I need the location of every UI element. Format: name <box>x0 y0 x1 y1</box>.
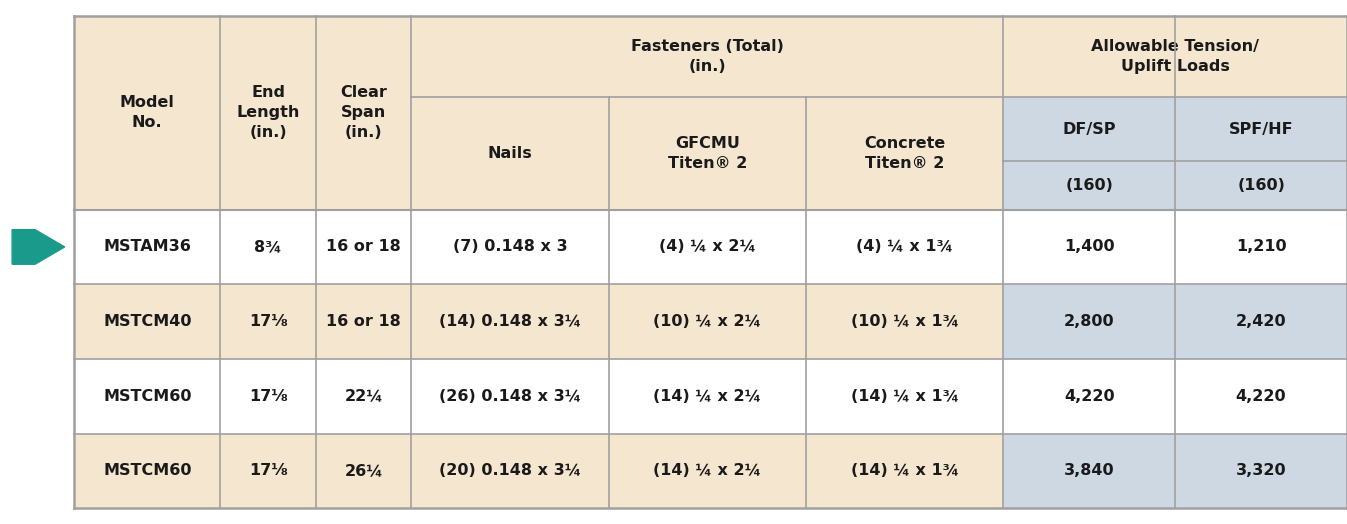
Text: MSTCM40: MSTCM40 <box>102 314 191 329</box>
Bar <box>74 284 1347 359</box>
Bar <box>74 359 1347 434</box>
Text: (14) 0.148 x 3¼: (14) 0.148 x 3¼ <box>439 314 581 329</box>
Bar <box>1004 434 1347 508</box>
Text: (14) ¼ x 1¾: (14) ¼ x 1¾ <box>850 463 959 478</box>
Bar <box>1004 161 1347 210</box>
Bar <box>1004 284 1347 359</box>
Text: DF/SP: DF/SP <box>1063 122 1115 137</box>
Text: Concrete
Titen® 2: Concrete Titen® 2 <box>863 136 946 171</box>
Text: GFCMU
Titen® 2: GFCMU Titen® 2 <box>668 136 748 171</box>
Text: MSTCM60: MSTCM60 <box>102 389 191 404</box>
Text: SPF/HF: SPF/HF <box>1228 122 1293 137</box>
Polygon shape <box>12 230 65 264</box>
Text: 22¼: 22¼ <box>345 389 383 404</box>
Text: 1,210: 1,210 <box>1235 239 1286 255</box>
Bar <box>74 210 1347 284</box>
Bar <box>74 16 1347 210</box>
Text: 17⅛: 17⅛ <box>249 463 287 478</box>
Text: (160): (160) <box>1065 178 1113 193</box>
Text: 16 or 18: 16 or 18 <box>326 239 401 255</box>
Text: MSTCM60: MSTCM60 <box>102 463 191 478</box>
Text: 16 or 18: 16 or 18 <box>326 314 401 329</box>
Text: 4,220: 4,220 <box>1235 389 1286 404</box>
Text: 2,420: 2,420 <box>1235 314 1286 329</box>
Text: (10) ¼ x 1¾: (10) ¼ x 1¾ <box>850 314 959 329</box>
Text: Allowable Tension/
Uplift Loads: Allowable Tension/ Uplift Loads <box>1091 39 1259 74</box>
Text: (4) ¼ x 2¼: (4) ¼ x 2¼ <box>659 239 756 255</box>
Text: Fasteners (Total)
(in.): Fasteners (Total) (in.) <box>630 39 784 74</box>
Text: (14) ¼ x 2¼: (14) ¼ x 2¼ <box>653 389 761 404</box>
Text: (7) 0.148 x 3: (7) 0.148 x 3 <box>453 239 567 255</box>
Text: (160): (160) <box>1237 178 1285 193</box>
Text: 8¾: 8¾ <box>255 239 282 255</box>
Text: Model
No.: Model No. <box>120 95 175 130</box>
Text: (10) ¼ x 2¼: (10) ¼ x 2¼ <box>653 314 761 329</box>
Text: MSTAM36: MSTAM36 <box>104 239 191 255</box>
Text: (4) ¼ x 1¾: (4) ¼ x 1¾ <box>857 239 954 255</box>
Text: 3,320: 3,320 <box>1235 463 1286 478</box>
Text: 17⅛: 17⅛ <box>249 314 287 329</box>
Text: (26) 0.148 x 3¼: (26) 0.148 x 3¼ <box>439 389 581 404</box>
Bar <box>74 434 1347 508</box>
Text: (20) 0.148 x 3¼: (20) 0.148 x 3¼ <box>439 463 581 478</box>
Text: Clear
Span
(in.): Clear Span (in.) <box>341 85 387 140</box>
Text: 17⅛: 17⅛ <box>249 389 287 404</box>
Text: 2,800: 2,800 <box>1064 314 1114 329</box>
Text: Nails: Nails <box>488 146 532 161</box>
Text: 4,220: 4,220 <box>1064 389 1114 404</box>
Text: (14) ¼ x 1¾: (14) ¼ x 1¾ <box>850 389 959 404</box>
Text: 1,400: 1,400 <box>1064 239 1114 255</box>
Text: 26¼: 26¼ <box>345 463 383 478</box>
Text: 3,840: 3,840 <box>1064 463 1114 478</box>
Bar <box>1004 97 1347 161</box>
Text: End
Length
(in.): End Length (in.) <box>237 85 300 140</box>
Text: (14) ¼ x 2¼: (14) ¼ x 2¼ <box>653 463 761 478</box>
